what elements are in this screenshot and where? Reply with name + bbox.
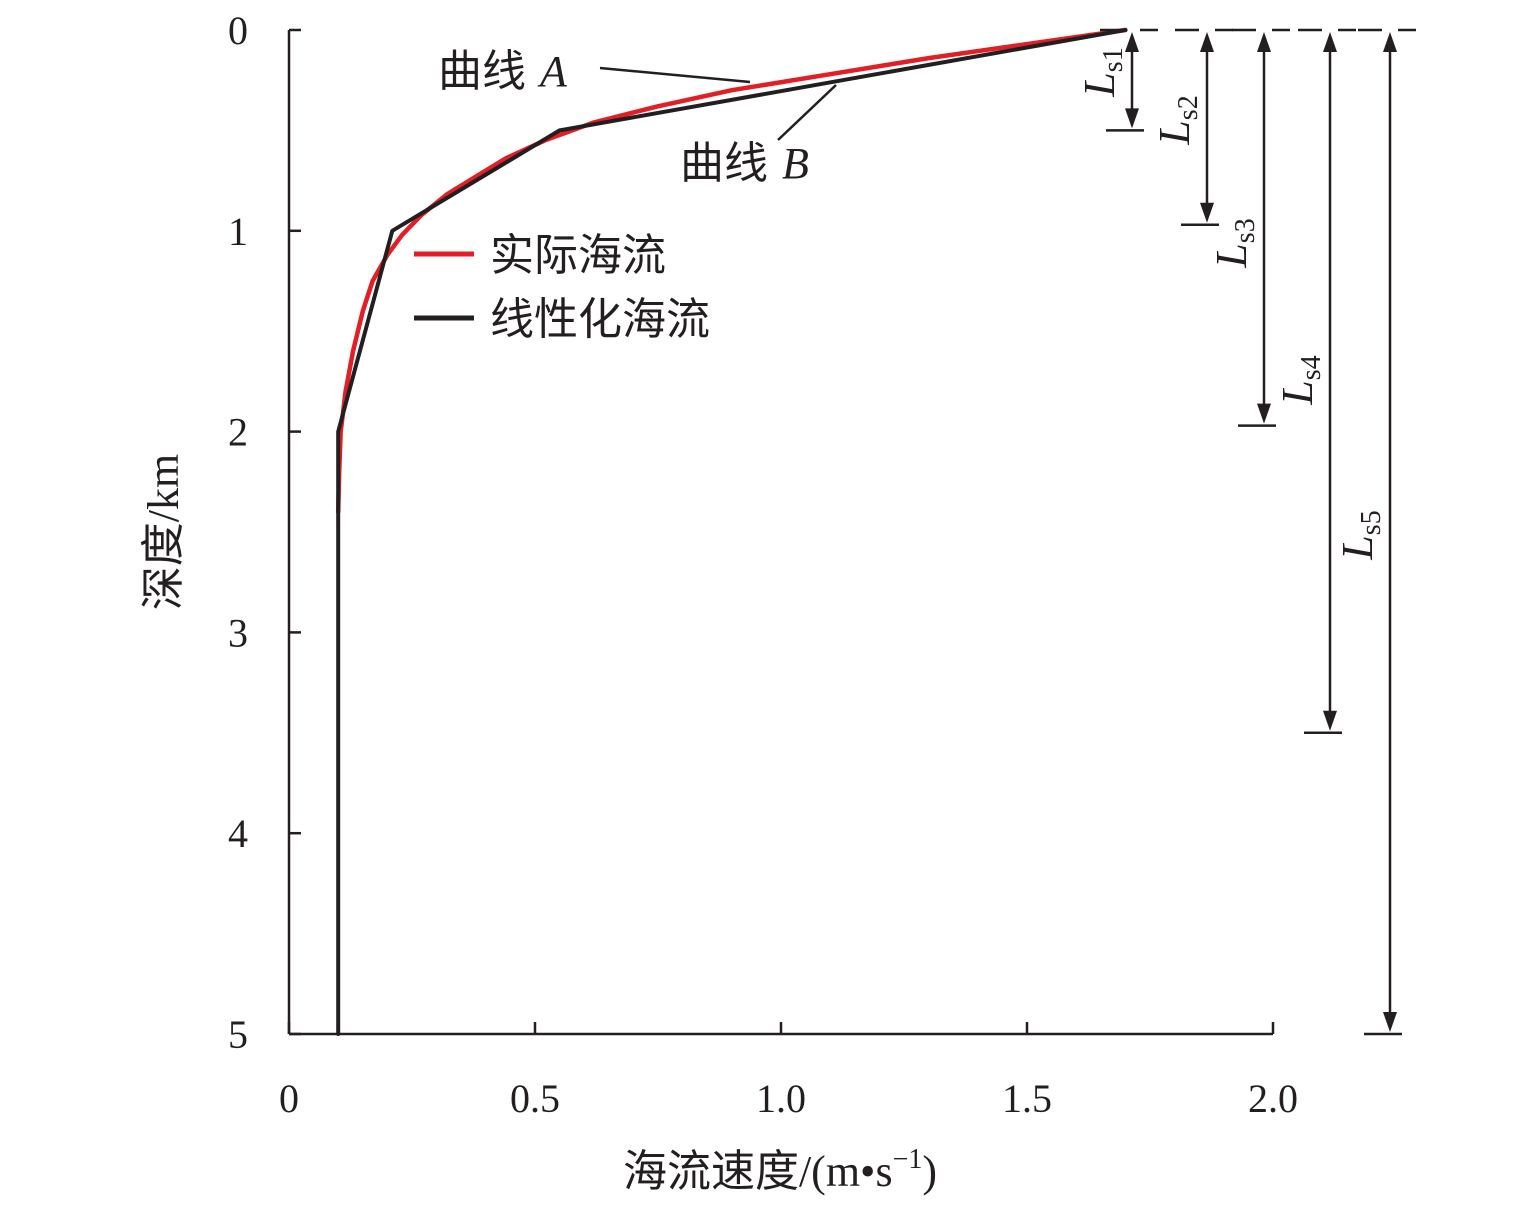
series-layer: [335, 27, 1128, 1036]
x-axis-label-sup: −1: [893, 1144, 923, 1175]
x-tick-label: 0: [279, 1076, 299, 1121]
marker-label: Ls2: [1150, 95, 1204, 145]
y-tick-label: 3: [228, 610, 248, 655]
curve-b-leader: [777, 84, 837, 141]
marker-arrow-up: [1257, 32, 1271, 52]
marker-label: Ls5: [1333, 510, 1387, 560]
marker-label-sub: s2: [1173, 95, 1204, 120]
depth-marker-s4: Ls4: [1273, 28, 1356, 735]
series-line-actual: [335, 27, 1128, 515]
curve-a-annotation: 曲线 A: [438, 47, 751, 96]
marker-arrow-up: [1200, 32, 1214, 52]
series-line-linear: [336, 28, 1128, 1036]
x-axis-label-end: ): [922, 1147, 937, 1196]
legend-label-actual: 实际海流: [490, 231, 666, 280]
ticks: 0 0.5 1.0 1.5 2.0 0 1 2 3 4 5: [228, 8, 1298, 1121]
marker-label-main: L: [1273, 380, 1322, 405]
marker-arrow-down: [1383, 1012, 1397, 1032]
y-tick-label: 1: [228, 209, 248, 254]
marker-label-main: L: [1075, 72, 1124, 97]
curve-b-letter: B: [782, 139, 809, 188]
marker-arrow-down: [1323, 710, 1337, 731]
marker-label: Ls3: [1207, 218, 1261, 268]
x-axis-label-main: 海流速度/(m•s: [623, 1147, 893, 1196]
curve-b-annotation: 曲线 B: [680, 84, 837, 188]
marker-label-sub: s3: [1230, 218, 1261, 243]
depth-marker-s2: Ls2: [1150, 28, 1233, 227]
legend: 实际海流 线性化海流: [414, 231, 710, 344]
depth-marker-s1: Ls1: [1075, 28, 1158, 132]
marker-label: Ls4: [1273, 355, 1327, 405]
curve-a-label: 曲线 A: [438, 47, 568, 96]
curve-a-text: 曲线: [438, 47, 526, 96]
marker-arrow-up: [1383, 32, 1397, 52]
marker-arrow-down: [1257, 403, 1271, 424]
marker-label-sub: s5: [1356, 510, 1387, 535]
axes: [287, 30, 1273, 1036]
marker-arrow-up: [1125, 32, 1139, 52]
y-axis-label: 深度/km: [139, 454, 188, 610]
marker-arrow-down: [1125, 108, 1139, 129]
marker-label-main: L: [1207, 243, 1256, 268]
depth-marker-s3: Ls3: [1207, 28, 1290, 427]
marker-label-main: L: [1150, 120, 1199, 145]
y-tick-label: 2: [228, 410, 248, 455]
marker-label-sub: s4: [1296, 355, 1327, 380]
curve-b-text: 曲线: [680, 139, 768, 188]
curve-a-letter: A: [537, 47, 568, 96]
x-tick-label: 1.5: [1002, 1076, 1052, 1121]
x-tick-label: 2.0: [1248, 1076, 1298, 1121]
marker-label: Ls1: [1075, 47, 1129, 97]
legend-label-linear: 线性化海流: [490, 295, 710, 344]
x-tick-label: 1.0: [756, 1076, 806, 1121]
y-tick-label: 5: [228, 1012, 248, 1057]
marker-label-main: L: [1333, 535, 1382, 560]
curve-a-leader: [599, 66, 751, 84]
marker-arrow-down: [1200, 202, 1214, 223]
depth-marker-s5: Ls5: [1333, 28, 1416, 1036]
x-axis-label: 海流速度/(m•s−1): [623, 1144, 937, 1196]
marker-arrow-up: [1323, 32, 1337, 52]
curve-b-label: 曲线 B: [680, 139, 809, 188]
x-tick-label: 0.5: [510, 1076, 560, 1121]
y-tick-label: 4: [228, 811, 248, 856]
marker-label-sub: s1: [1098, 47, 1129, 72]
y-tick-label: 0: [228, 8, 248, 53]
